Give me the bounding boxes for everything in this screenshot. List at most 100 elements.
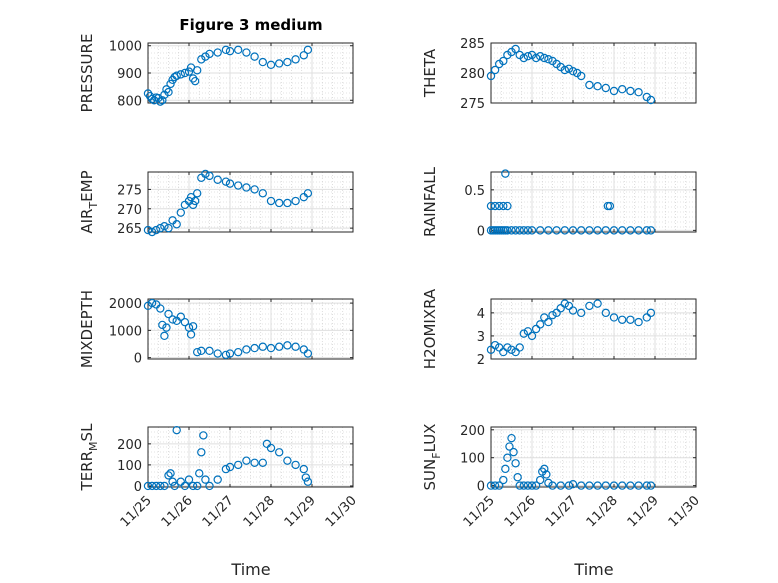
data-point xyxy=(536,475,545,485)
data-point xyxy=(192,189,202,198)
y-axis-label: TERRMSL xyxy=(78,423,100,492)
data-point xyxy=(490,481,500,490)
data-point xyxy=(568,306,578,315)
data-point xyxy=(495,343,504,352)
data-point xyxy=(303,477,313,486)
data-point xyxy=(527,226,537,235)
data-point xyxy=(233,45,243,55)
figure-title: Figure 3 medium xyxy=(179,16,322,34)
data-point xyxy=(634,226,643,235)
data-point xyxy=(585,301,594,311)
data-point xyxy=(233,460,243,470)
y-axis-label: RAINFALL xyxy=(421,166,439,237)
data-point xyxy=(242,48,251,57)
y-tick-label: 0 xyxy=(477,480,485,495)
data-point xyxy=(221,350,231,360)
data-point xyxy=(560,226,570,235)
data-point xyxy=(564,301,574,311)
data-point xyxy=(509,447,518,457)
data-point xyxy=(552,308,561,318)
data-point xyxy=(515,226,524,235)
data-point xyxy=(184,67,194,76)
data-point xyxy=(160,481,169,491)
data-point xyxy=(609,313,619,322)
data-point xyxy=(147,227,157,237)
data-point xyxy=(225,462,235,472)
data-point xyxy=(156,223,165,233)
data-point xyxy=(221,177,231,186)
subplot-6: 2 3 4 H2OMIXRA xyxy=(421,288,697,369)
data-point xyxy=(180,481,190,491)
data-point xyxy=(503,226,512,235)
data-point xyxy=(646,308,656,318)
data-point xyxy=(303,45,313,55)
data-point xyxy=(540,464,549,474)
data-point xyxy=(490,201,500,211)
data-point xyxy=(542,470,551,479)
y-tick-label: 275 xyxy=(117,183,142,198)
data-point xyxy=(266,196,276,206)
y-tick-label: 275 xyxy=(460,97,485,112)
data-point xyxy=(242,345,251,354)
data-point xyxy=(233,181,243,190)
data-point xyxy=(499,56,508,66)
data-point xyxy=(486,481,496,490)
data-point xyxy=(577,308,586,318)
subplot-1: 800 900 1000 PRESSURE xyxy=(78,34,354,113)
data-point xyxy=(499,347,508,357)
data-point xyxy=(519,481,529,490)
data-point xyxy=(266,60,276,70)
data-point xyxy=(170,481,179,491)
data-point xyxy=(221,464,231,474)
data-point xyxy=(213,349,222,358)
subplot-3: 265 270 275 AIRTEMP xyxy=(78,169,354,237)
data-point xyxy=(548,481,557,490)
data-point xyxy=(291,55,300,64)
y-tick-label: 200 xyxy=(460,424,485,439)
data-point xyxy=(299,51,308,60)
axes-box xyxy=(147,171,354,233)
x-axis-label-right: Time xyxy=(573,560,613,579)
data-point xyxy=(507,345,516,354)
data-point xyxy=(291,342,300,351)
y-tick-label: 280 xyxy=(460,67,485,82)
data-point xyxy=(266,343,276,353)
data-point xyxy=(164,471,173,480)
y-tick-label: 0 xyxy=(477,224,485,239)
x-tick-label: 11/26 xyxy=(502,493,539,530)
data-point xyxy=(646,481,656,490)
y-tick-label: 270 xyxy=(117,203,142,218)
data-point xyxy=(601,481,611,490)
data-point xyxy=(568,66,578,76)
data-point xyxy=(642,313,652,322)
data-point xyxy=(609,226,619,235)
y-tick-label: 0 xyxy=(134,352,142,367)
data-point xyxy=(156,304,165,313)
data-point xyxy=(250,343,259,353)
data-point xyxy=(536,320,545,329)
data-point xyxy=(190,76,200,86)
data-point xyxy=(618,481,627,490)
axes-box xyxy=(490,298,697,360)
data-point xyxy=(250,52,259,61)
data-point xyxy=(642,226,652,235)
subplot-5: 0 1000 2000 MIXDEPTH xyxy=(78,290,354,368)
data-point xyxy=(523,327,533,336)
data-point xyxy=(275,342,284,351)
data-point xyxy=(283,198,292,208)
y-axis-label: AIRTEMP xyxy=(78,170,100,233)
data-point xyxy=(192,66,202,75)
data-point xyxy=(201,475,210,484)
data-point xyxy=(634,481,643,490)
y-axis-label: PRESSURE xyxy=(78,34,96,113)
data-point xyxy=(225,179,235,188)
data-point xyxy=(536,52,545,61)
data-point xyxy=(195,469,204,478)
data-point xyxy=(519,53,529,63)
data-point xyxy=(147,298,157,308)
x-tick-label: 11/30 xyxy=(323,493,360,530)
y-tick-label: 2000 xyxy=(109,297,142,312)
x-tick-label: 11/27 xyxy=(200,493,237,530)
y-axis-label: MIXDEPTH xyxy=(78,290,96,368)
y-tick-label: 200 xyxy=(117,438,142,453)
